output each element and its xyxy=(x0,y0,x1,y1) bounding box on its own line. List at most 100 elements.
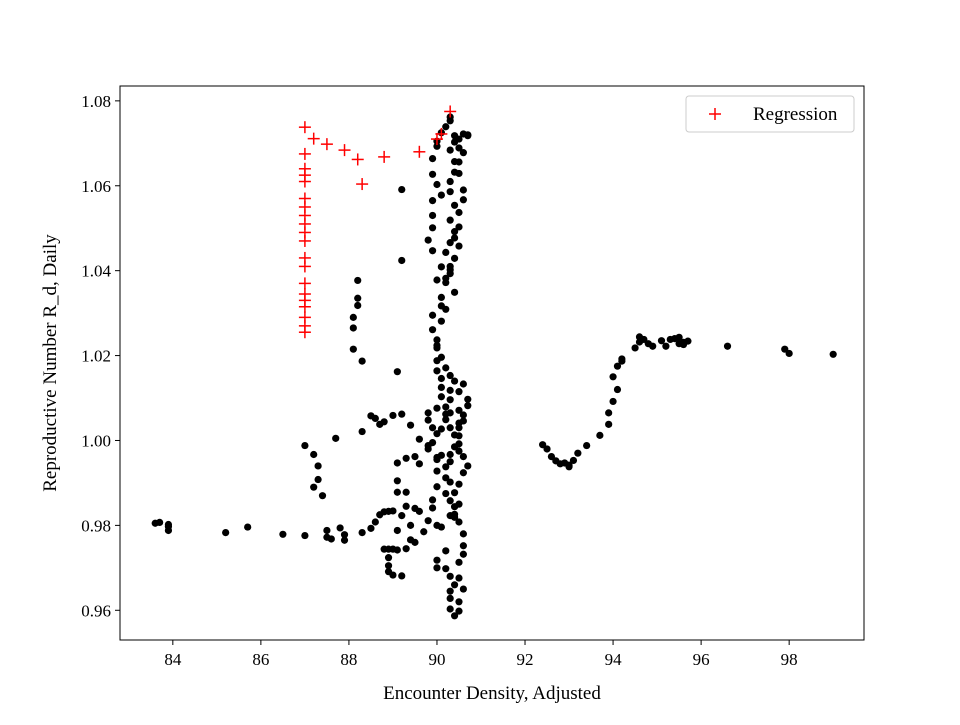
data-point xyxy=(349,345,357,353)
data-point xyxy=(301,531,309,540)
data-point xyxy=(565,463,573,471)
data-point xyxy=(433,404,441,412)
data-point xyxy=(424,236,432,244)
data-point xyxy=(367,524,375,532)
data-point xyxy=(446,239,454,247)
data-point xyxy=(428,326,437,334)
data-point xyxy=(464,402,472,410)
data-point xyxy=(411,538,419,546)
y-axis-label: Reproductive Number R_d, Daily xyxy=(40,234,61,492)
data-point xyxy=(459,380,467,388)
data-point xyxy=(349,313,357,321)
data-point xyxy=(446,572,454,580)
data-point xyxy=(613,385,622,394)
data-point xyxy=(446,409,454,417)
data-point xyxy=(459,130,467,138)
data-point xyxy=(446,177,454,186)
data-point xyxy=(442,547,450,555)
data-point xyxy=(433,556,441,564)
regression-point xyxy=(298,326,311,339)
data-point xyxy=(450,254,459,262)
data-point xyxy=(406,521,415,529)
data-point xyxy=(569,456,578,465)
data-point xyxy=(428,154,437,163)
data-point xyxy=(354,301,362,310)
data-point xyxy=(662,342,670,350)
data-point xyxy=(380,418,388,426)
data-point xyxy=(455,223,463,231)
data-point xyxy=(455,242,463,250)
data-point xyxy=(459,585,467,593)
data-point xyxy=(437,425,445,433)
data-point xyxy=(428,311,437,319)
data-point xyxy=(459,196,467,204)
data-point xyxy=(459,149,467,157)
data-point xyxy=(455,480,463,488)
regression-point xyxy=(298,260,311,273)
data-point xyxy=(442,305,450,313)
data-point xyxy=(428,504,437,512)
x-tick-label: 96 xyxy=(693,650,710,669)
data-point xyxy=(389,507,397,515)
data-point xyxy=(446,146,454,154)
plot-area-frame xyxy=(119,85,865,641)
data-point xyxy=(393,368,401,376)
data-point xyxy=(393,546,401,554)
data-point xyxy=(450,201,459,209)
data-point xyxy=(332,434,340,442)
regression-point xyxy=(298,121,311,134)
y-tick-label: 0.98 xyxy=(81,516,111,535)
data-point xyxy=(446,424,454,432)
data-point xyxy=(675,333,683,341)
data-point xyxy=(455,500,463,508)
data-point xyxy=(389,411,397,420)
legend-box xyxy=(685,95,855,133)
data-point xyxy=(442,565,450,573)
regression-point xyxy=(413,145,426,158)
data-point xyxy=(455,158,463,166)
data-point xyxy=(428,170,437,178)
data-point xyxy=(323,526,331,535)
regression-point xyxy=(356,178,369,191)
y-tick-label: 1.00 xyxy=(81,431,111,450)
data-point xyxy=(446,266,454,274)
data-point xyxy=(433,455,441,464)
x-tick-label: 86 xyxy=(252,650,269,669)
regression-point xyxy=(298,147,311,160)
data-point xyxy=(609,373,617,381)
data-point xyxy=(349,324,357,332)
data-point xyxy=(384,554,393,562)
data-point xyxy=(450,612,459,620)
data-point xyxy=(455,440,463,448)
data-point xyxy=(455,447,463,455)
y-tick-label: 1.04 xyxy=(81,262,111,281)
data-point xyxy=(446,188,454,196)
data-point xyxy=(384,562,393,570)
data-point xyxy=(398,256,406,265)
data-point xyxy=(459,469,467,477)
data-point xyxy=(398,572,406,580)
data-point xyxy=(340,536,349,544)
regression-point xyxy=(338,144,351,157)
data-point xyxy=(371,518,379,526)
data-point xyxy=(657,337,666,345)
x-tick-label: 92 xyxy=(517,650,534,669)
data-point xyxy=(428,197,437,205)
data-point xyxy=(402,488,410,496)
data-point xyxy=(450,228,459,236)
data-point xyxy=(301,441,309,450)
data-point xyxy=(433,367,441,375)
data-point xyxy=(433,276,441,284)
data-point xyxy=(420,528,428,536)
data-point xyxy=(464,462,472,470)
data-point xyxy=(428,424,437,432)
data-point xyxy=(402,502,410,510)
data-point xyxy=(446,450,454,459)
data-point xyxy=(398,185,406,194)
data-point xyxy=(442,403,450,411)
data-point xyxy=(829,350,837,358)
data-point xyxy=(442,123,450,131)
legend-label: Regression xyxy=(753,104,838,125)
data-point xyxy=(406,421,415,429)
